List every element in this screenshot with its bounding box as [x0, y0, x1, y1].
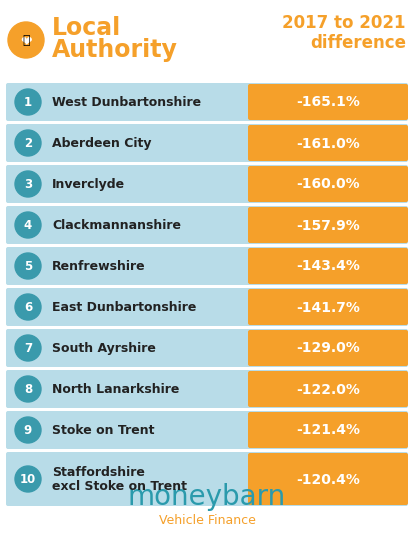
- Text: Staffordshire: Staffordshire: [52, 465, 145, 478]
- Circle shape: [15, 466, 41, 492]
- Text: 7: 7: [24, 342, 32, 355]
- FancyBboxPatch shape: [247, 84, 407, 120]
- Text: Clackmannanshire: Clackmannanshire: [52, 219, 180, 232]
- FancyBboxPatch shape: [247, 330, 407, 366]
- Circle shape: [15, 253, 41, 279]
- FancyBboxPatch shape: [6, 288, 407, 326]
- Text: 6: 6: [24, 301, 32, 314]
- Text: 3: 3: [24, 178, 32, 191]
- Text: Stoke on Trent: Stoke on Trent: [52, 424, 154, 437]
- FancyBboxPatch shape: [6, 165, 407, 203]
- Text: Local: Local: [52, 16, 121, 40]
- Text: 🏆: 🏆: [22, 35, 30, 48]
- Text: moneybarn: moneybarn: [128, 483, 285, 511]
- FancyBboxPatch shape: [247, 453, 407, 505]
- Text: -122.0%: -122.0%: [295, 383, 359, 397]
- Circle shape: [8, 22, 44, 58]
- Text: Inverclyde: Inverclyde: [52, 178, 125, 191]
- FancyBboxPatch shape: [6, 206, 407, 244]
- FancyBboxPatch shape: [6, 370, 407, 408]
- Text: North Lanarkshire: North Lanarkshire: [52, 383, 179, 396]
- Text: 10: 10: [20, 473, 36, 486]
- Text: 5: 5: [24, 260, 32, 273]
- Circle shape: [15, 335, 41, 361]
- FancyBboxPatch shape: [247, 207, 407, 243]
- Text: 2: 2: [24, 137, 32, 150]
- Circle shape: [15, 376, 41, 402]
- Text: difference: difference: [309, 34, 405, 52]
- Text: -121.4%: -121.4%: [295, 424, 359, 437]
- Circle shape: [15, 171, 41, 197]
- Text: 8: 8: [24, 383, 32, 396]
- FancyBboxPatch shape: [247, 248, 407, 284]
- FancyBboxPatch shape: [6, 411, 407, 449]
- Text: ❤: ❤: [20, 34, 32, 48]
- Text: -161.0%: -161.0%: [295, 136, 359, 151]
- FancyBboxPatch shape: [6, 452, 407, 506]
- Text: Renfrewshire: Renfrewshire: [52, 260, 145, 273]
- Text: -143.4%: -143.4%: [295, 260, 359, 273]
- Text: South Ayrshire: South Ayrshire: [52, 342, 156, 355]
- Text: 9: 9: [24, 424, 32, 437]
- Circle shape: [15, 294, 41, 320]
- Text: Authority: Authority: [52, 38, 178, 62]
- Text: 1: 1: [24, 96, 32, 109]
- Text: -141.7%: -141.7%: [295, 300, 359, 315]
- FancyBboxPatch shape: [247, 125, 407, 161]
- Circle shape: [15, 89, 41, 115]
- Text: excl Stoke on Trent: excl Stoke on Trent: [52, 480, 187, 493]
- Text: -157.9%: -157.9%: [295, 219, 359, 232]
- Text: -160.0%: -160.0%: [295, 178, 359, 191]
- FancyBboxPatch shape: [6, 83, 407, 121]
- Circle shape: [15, 417, 41, 443]
- Text: East Dunbartonshire: East Dunbartonshire: [52, 301, 196, 314]
- Text: Aberdeen City: Aberdeen City: [52, 137, 151, 150]
- Text: 2017 to 2021: 2017 to 2021: [282, 14, 405, 32]
- FancyBboxPatch shape: [247, 289, 407, 325]
- FancyBboxPatch shape: [6, 329, 407, 367]
- FancyBboxPatch shape: [6, 124, 407, 162]
- Circle shape: [15, 212, 41, 238]
- Text: Vehicle Finance: Vehicle Finance: [158, 515, 255, 528]
- FancyBboxPatch shape: [247, 371, 407, 407]
- FancyBboxPatch shape: [247, 412, 407, 448]
- Circle shape: [15, 130, 41, 156]
- Text: 4: 4: [24, 219, 32, 232]
- Text: -129.0%: -129.0%: [295, 341, 359, 356]
- FancyBboxPatch shape: [247, 166, 407, 202]
- FancyBboxPatch shape: [6, 247, 407, 285]
- Text: -120.4%: -120.4%: [295, 472, 359, 487]
- Text: West Dunbartonshire: West Dunbartonshire: [52, 96, 201, 109]
- Text: -165.1%: -165.1%: [295, 95, 359, 110]
